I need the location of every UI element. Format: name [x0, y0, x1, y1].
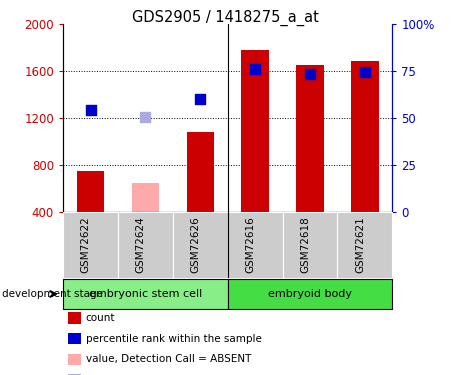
Bar	[77, 171, 104, 212]
Text: GSM72626: GSM72626	[190, 216, 200, 273]
Text: GSM72621: GSM72621	[355, 216, 365, 273]
Text: GSM72622: GSM72622	[81, 216, 91, 273]
Bar	[283, 212, 337, 278]
Bar	[228, 279, 392, 309]
Bar	[351, 61, 379, 212]
Text: count: count	[86, 313, 115, 323]
Bar	[118, 212, 173, 278]
Text: GSM72616: GSM72616	[245, 216, 255, 273]
Bar	[241, 50, 269, 212]
Bar	[63, 279, 228, 309]
Point	[87, 107, 94, 113]
Bar	[296, 65, 324, 212]
Text: GSM72624: GSM72624	[135, 216, 146, 273]
Bar	[173, 212, 228, 278]
Text: development stage: development stage	[2, 289, 103, 299]
Bar	[63, 212, 118, 278]
Text: GDS2905 / 1418275_a_at: GDS2905 / 1418275_a_at	[132, 9, 319, 26]
Text: percentile rank within the sample: percentile rank within the sample	[86, 334, 262, 344]
Text: embryonic stem cell: embryonic stem cell	[89, 289, 202, 299]
Text: embryoid body: embryoid body	[268, 289, 352, 299]
Point	[142, 114, 149, 120]
Point	[361, 69, 368, 75]
Point	[307, 70, 314, 76]
Text: GSM72618: GSM72618	[300, 216, 310, 273]
Bar	[228, 212, 283, 278]
Text: value, Detection Call = ABSENT: value, Detection Call = ABSENT	[86, 354, 251, 364]
Bar	[187, 132, 214, 212]
Bar	[132, 183, 159, 212]
Bar	[337, 212, 392, 278]
Point	[197, 96, 204, 102]
Point	[252, 66, 259, 72]
